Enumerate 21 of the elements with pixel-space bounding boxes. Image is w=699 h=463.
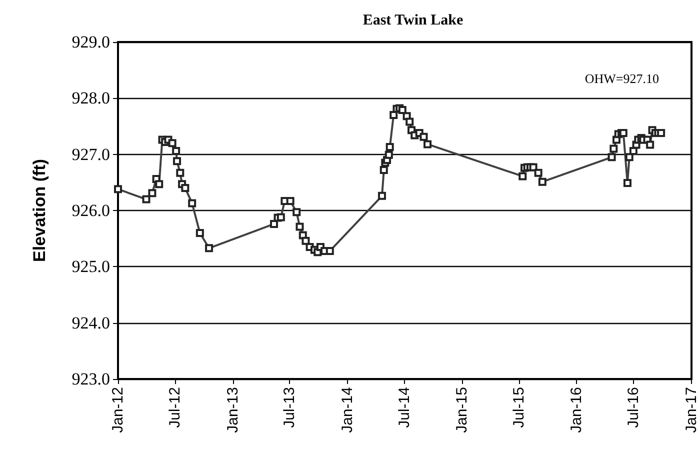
y-tick-label: 928.0 [72, 88, 110, 108]
x-tick-label: Jul-13 [281, 387, 298, 428]
x-tick-label: Jul-14 [396, 387, 413, 428]
x-tick-label: Jul-15 [510, 387, 528, 428]
x-tick-label: Jan-15 [454, 387, 471, 433]
x-tick-label: Jan-16 [568, 387, 586, 433]
y-tick-label: 924.0 [72, 313, 110, 332]
x-tick-label: Jan-12 [110, 387, 126, 433]
y-tick-label: 927.0 [72, 144, 110, 164]
y-tick-label: 929.0 [72, 32, 110, 52]
chart-title: East Twin Lake [362, 12, 464, 28]
y-tick-label: 923.0 [72, 370, 110, 388]
annotation: OHW=927.10 [584, 71, 660, 86]
x-tick-label: Jan-13 [224, 387, 242, 433]
y-axis-title: Elevation (ft) [30, 159, 49, 262]
x-tick-label: Jul-12 [166, 387, 184, 428]
x-tick-label: Jul-16 [625, 387, 642, 428]
y-tick-label: 925.0 [72, 257, 110, 276]
x-tick-label: Jan-14 [338, 387, 356, 433]
y-tick-label: 926.0 [72, 201, 110, 220]
x-tick-label: Jan-17 [683, 387, 699, 433]
